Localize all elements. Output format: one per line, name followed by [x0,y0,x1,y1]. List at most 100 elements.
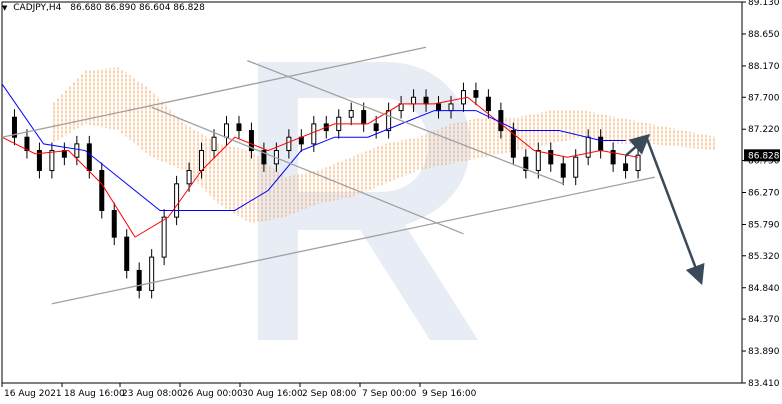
ohlc-values: 86.680 86.890 86.604 86.828 [70,3,205,13]
current-price-label: 86.828 [748,151,780,161]
y-tick-label: 84.840 [748,284,780,294]
candle-bear [510,130,516,158]
candle-bear [623,163,629,172]
candle [373,115,379,139]
x-tick-label: 23 Aug 08:00 [122,389,183,399]
candle-bear [548,150,554,165]
y-tick-label: 84.370 [748,315,780,325]
candle-bull [149,256,155,291]
x-tick-label: 7 Sep 00:00 [362,389,417,399]
candle-bull [223,123,229,138]
candle [248,122,254,159]
candle [560,155,566,186]
candle [161,209,167,266]
watermark-logo [258,62,478,340]
y-tick-label: 86.270 [748,189,780,199]
candle [149,249,155,299]
y-axis: 89.130 88.650 88.170 87.700 87.220 86.750 86.2… [742,0,780,389]
channel-upper-line [1,46,427,138]
candle [236,115,242,139]
candle [535,142,541,179]
x-tick-label: 16 Aug 2021 [4,389,62,399]
y-tick-label: 88.170 [748,62,780,72]
candle-bull [585,136,591,158]
x-tick-label: 18 Aug 16:00 [64,389,125,399]
candle [623,155,629,179]
y-tick-label: 83.890 [748,347,780,357]
candle [11,109,17,146]
candles [11,82,641,299]
candle-bull [460,90,466,105]
symbol-label: CADJPY,H4 [13,3,62,13]
candle-bear [111,209,117,238]
candle-bear [560,163,566,178]
x-tick-label: 26 Aug 00:00 [182,389,243,399]
tenkan-line [1,96,639,238]
candle-bear [261,150,267,165]
candle-bull [199,150,205,172]
candle [286,129,292,159]
kijun-line [1,83,626,211]
candle-bull [74,143,80,158]
candle [261,142,267,172]
candle-bear [473,90,479,98]
y-tick-label: 83.410 [748,379,780,389]
candle-bear [436,103,442,112]
candle-bear [24,136,30,152]
candle-bear [498,110,504,132]
y-tick-label: 85.320 [748,252,780,262]
candle [99,162,105,219]
candle [124,229,130,279]
candle-bear [610,150,616,165]
candle-bull [286,136,292,152]
candle [348,102,354,126]
candle-bear [99,170,105,211]
candle-bull [535,150,541,172]
arrow-down [645,136,705,286]
candle-bear [248,130,254,152]
candle-bear [598,136,604,152]
current-price-tag: 86.828 [744,149,780,162]
y-tick-label: 87.700 [748,93,780,103]
candle [523,149,529,179]
watermark-r-shape [258,62,478,340]
candle [386,102,392,139]
candle-bear [236,123,242,132]
candle-bull [573,156,579,178]
candle-bull [49,150,55,172]
candle-bull [635,154,641,172]
candle [610,142,616,172]
candle [473,82,479,106]
y-tick-label: 89.130 [748,0,780,8]
candle [510,122,516,166]
y-tick-label: 86.750 [748,157,780,167]
x-tick-label: 30 Aug 16:00 [242,389,303,399]
candle-bear [86,143,92,172]
channel-lower-line [51,176,655,305]
candle-bear [523,156,529,172]
candle [49,142,55,179]
y-tick-label: 85.790 [748,220,780,230]
candle [174,175,180,226]
candle [498,102,504,139]
arrow-up [624,133,651,157]
x-tick-label: 9 Sep 16:00 [422,389,477,399]
triangle-lower-line [151,106,464,235]
candle-bear [136,269,142,291]
candle-bull [186,170,192,185]
candle-bull [386,110,392,132]
candle [24,129,30,159]
candle [136,262,142,299]
candle [74,135,80,166]
candle [186,162,192,192]
candle-bear [423,96,429,105]
collapse-triangle-icon[interactable]: ▼ [2,4,8,12]
chart-header: ▼ CADJPY,H4 86.680 86.890 86.604 86.828 [2,3,205,13]
candle-bear [11,116,17,138]
candle-bull [311,123,317,145]
candle-bull [211,136,217,152]
x-tick-label: 2 Sep 08:00 [302,389,357,399]
candle [36,142,42,179]
